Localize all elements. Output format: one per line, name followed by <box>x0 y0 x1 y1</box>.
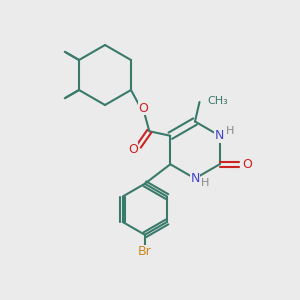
Text: H: H <box>201 178 210 188</box>
Text: N: N <box>190 172 200 185</box>
Text: N: N <box>215 129 224 142</box>
Text: O: O <box>138 102 148 115</box>
Text: Br: Br <box>138 245 152 258</box>
Text: H: H <box>226 126 234 136</box>
Text: O: O <box>128 143 138 156</box>
Text: CH₃: CH₃ <box>207 95 228 106</box>
Text: O: O <box>243 158 253 171</box>
